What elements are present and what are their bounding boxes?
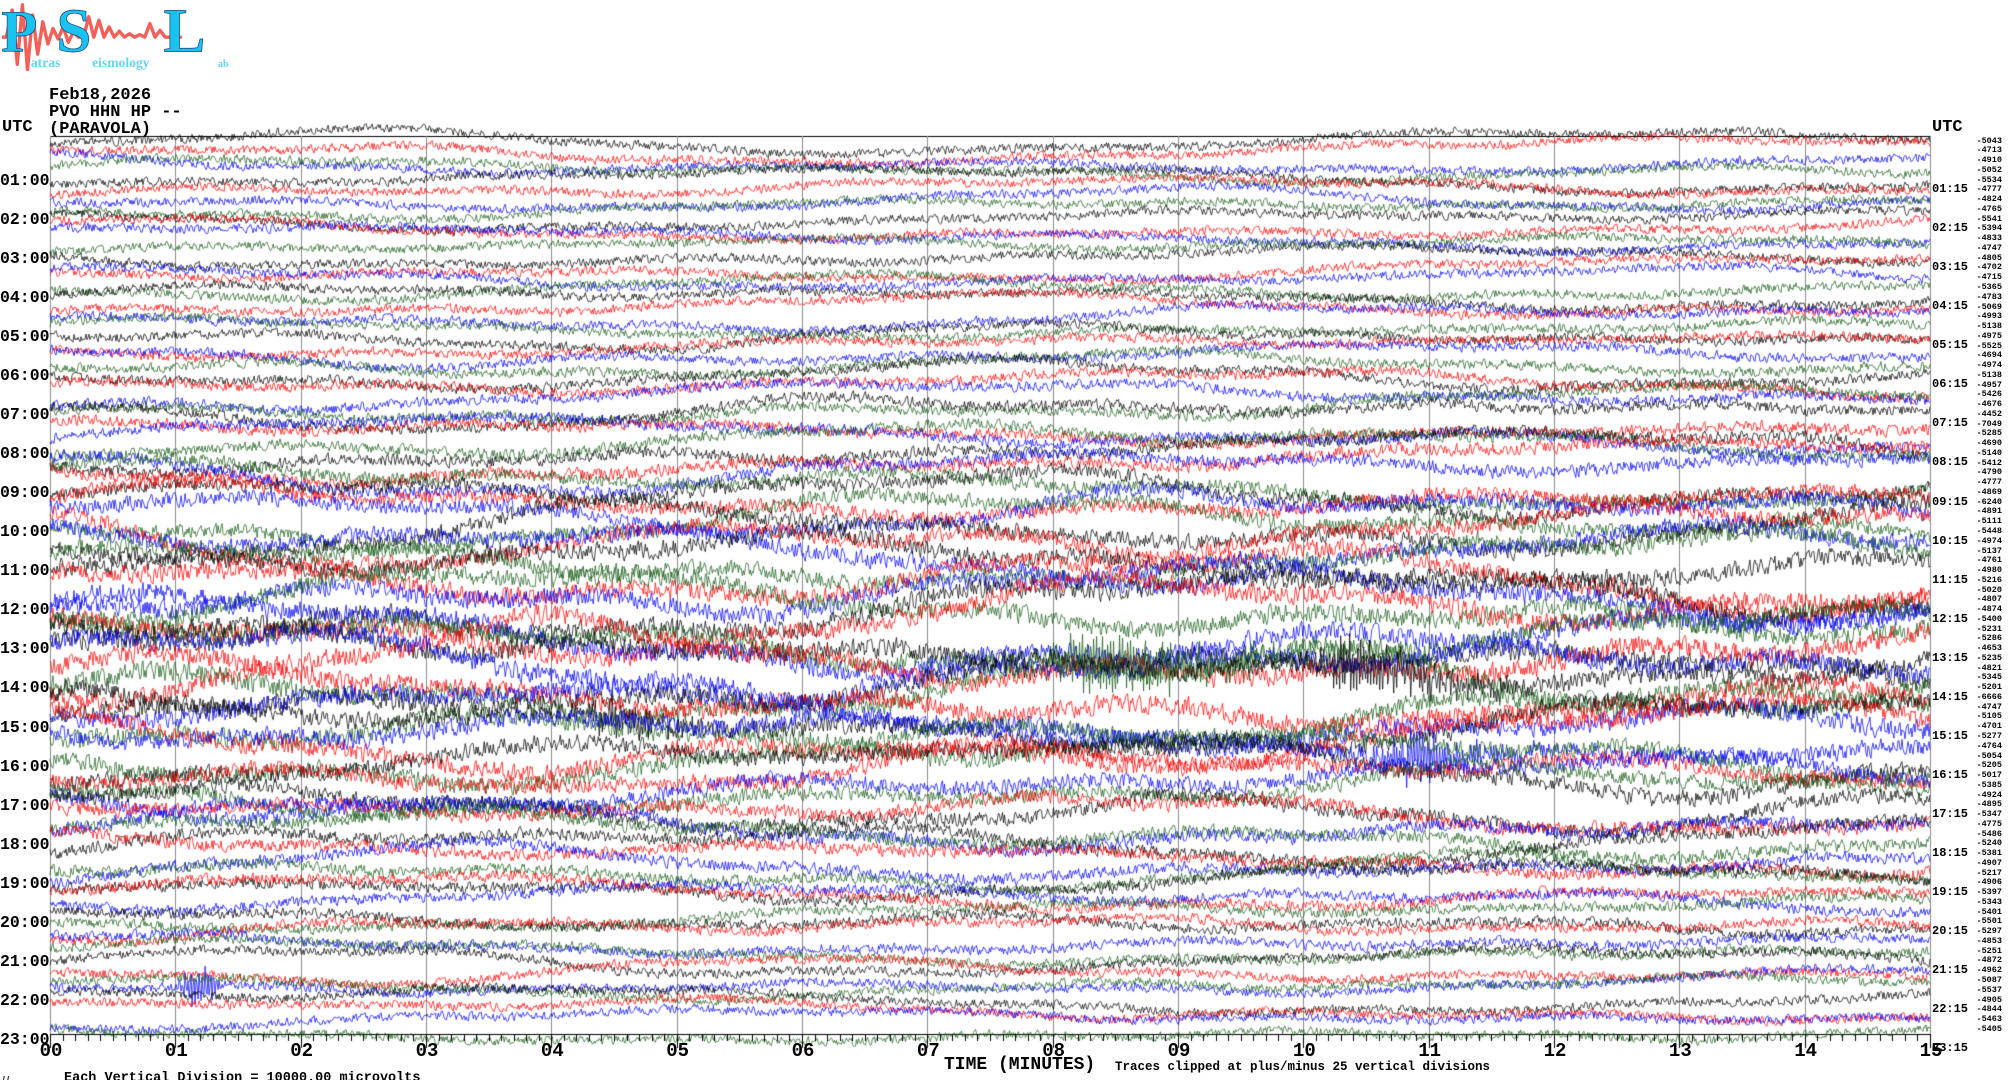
svg-text:eismology: eismology: [92, 55, 150, 70]
svg-text:P: P: [2, 3, 38, 65]
svg-text:L: L: [163, 3, 205, 66]
svg-text:ab: ab: [218, 59, 229, 70]
svg-text:S: S: [56, 3, 91, 66]
